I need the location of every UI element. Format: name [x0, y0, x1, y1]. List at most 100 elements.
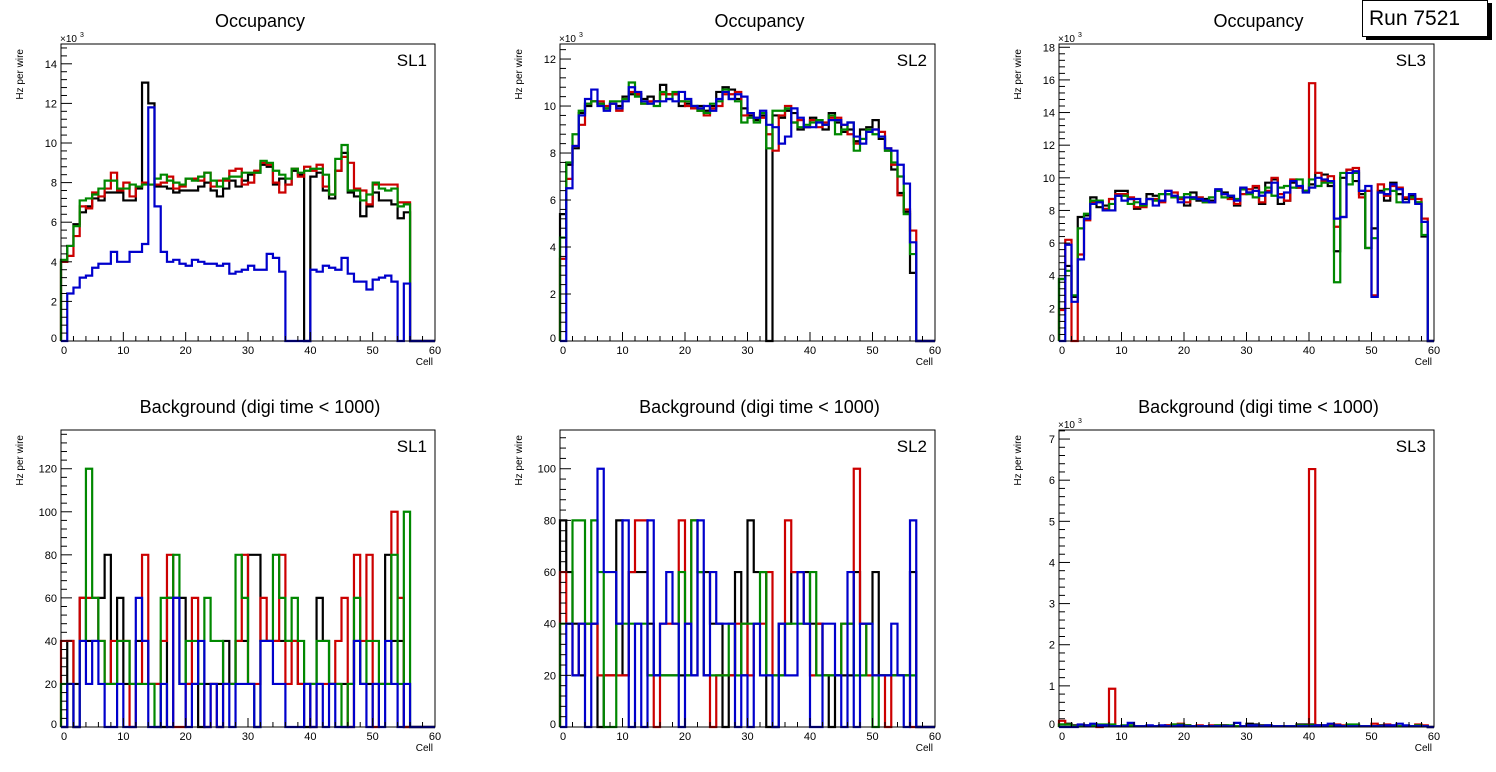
y-axis-title: Hz per wire: [1013, 435, 1024, 486]
y-axis-title: Hz per wire: [514, 435, 525, 486]
x-tick-label: 10: [1115, 731, 1127, 743]
x-tick-label: 40: [804, 345, 816, 357]
x-tick-label: 40: [1303, 731, 1315, 743]
y-tick-label: 0: [550, 333, 556, 345]
panel-title: Occupancy: [1213, 11, 1303, 31]
y-tick-label: 7: [1049, 434, 1055, 446]
plot-frame: [1058, 429, 1435, 728]
x-tick-label: 60: [429, 731, 441, 743]
x-tick-label: 0: [560, 345, 566, 357]
y-tick-label: 8: [1049, 205, 1055, 217]
x-tick-label: 50: [866, 731, 878, 743]
x-tick-label: 50: [1365, 345, 1377, 357]
run-label: Run 7521: [1369, 7, 1461, 30]
y-tick-label: 4: [1049, 271, 1055, 283]
y-tick-label: 10: [45, 138, 57, 150]
y-axis-title: Hz per wire: [15, 435, 26, 486]
x-tick-label: 20: [1178, 345, 1190, 357]
y-tick-label: 14: [45, 59, 57, 71]
y-tick-label: 16: [1043, 75, 1055, 87]
run-label-box: Run 7521: [1362, 0, 1488, 37]
y-tick-label: 40: [544, 619, 556, 631]
y-tick-label: 0: [1049, 719, 1055, 731]
x-tick-label: 40: [304, 731, 316, 743]
y-tick-label: 10: [1043, 173, 1055, 185]
y-tick-label: 12: [45, 98, 57, 110]
y-tick-label: 120: [39, 464, 57, 476]
x-axis-title: Cell: [416, 357, 433, 368]
x-tick-label: 30: [1240, 345, 1252, 357]
y-tick-label: 12: [544, 54, 556, 66]
x-axis-title: Cell: [1415, 357, 1432, 368]
y-multiplier-exponent: 3: [579, 32, 583, 39]
y-tick-label: 80: [45, 550, 57, 562]
panel-title: Background (digi time < 1000): [639, 397, 880, 417]
y-multiplier-label: ×10: [1058, 34, 1075, 45]
y-tick-label: 6: [1049, 238, 1055, 250]
x-tick-label: 10: [1115, 345, 1127, 357]
series-blue-line: [61, 106, 435, 343]
x-tick-label: 20: [679, 731, 691, 743]
y-axis-title: Hz per wire: [15, 49, 26, 100]
x-tick-label: 10: [117, 345, 129, 357]
histogram-panel-4: Background (digi time < 1000) 0 10 20 30 40 50…: [15, 397, 441, 754]
superlayer-tag: SL3: [1396, 51, 1426, 70]
y-tick-label: 100: [39, 507, 57, 519]
y-tick-label: 6: [51, 217, 57, 229]
y-tick-label: 20: [544, 670, 556, 682]
x-tick-label: 30: [1240, 731, 1252, 743]
x-tick-label: 60: [929, 345, 941, 357]
y-tick-label: 4: [1049, 557, 1055, 569]
x-tick-label: 20: [180, 731, 192, 743]
x-tick-label: 50: [866, 345, 878, 357]
y-tick-label: 100: [538, 464, 556, 476]
x-tick-label: 20: [1178, 731, 1190, 743]
panel-title: Background (digi time < 1000): [1138, 397, 1379, 417]
series-black-line: [59, 81, 435, 343]
y-tick-label: 20: [45, 679, 57, 691]
panel-title: Occupancy: [714, 11, 804, 31]
y-tick-label: 8: [51, 178, 57, 190]
x-tick-label: 10: [117, 731, 129, 743]
y-multiplier-label: ×10: [1058, 420, 1075, 431]
x-tick-label: 60: [929, 731, 941, 743]
x-tick-label: 60: [1428, 345, 1440, 357]
x-tick-label: 20: [679, 345, 691, 357]
y-axis-title: Hz per wire: [1013, 49, 1024, 100]
y-tick-label: 4: [550, 242, 556, 254]
x-axis-title: Cell: [916, 357, 933, 368]
x-tick-label: 20: [180, 345, 192, 357]
superlayer-tag: SL3: [1396, 437, 1426, 456]
x-tick-label: 40: [804, 731, 816, 743]
superlayer-tag: SL2: [897, 51, 927, 70]
y-multiplier-exponent: 3: [80, 32, 84, 39]
x-tick-label: 10: [616, 345, 628, 357]
x-tick-label: 50: [1365, 731, 1377, 743]
x-tick-label: 30: [741, 731, 753, 743]
x-tick-label: 10: [616, 731, 628, 743]
y-tick-label: 5: [1049, 516, 1055, 528]
plot-frame: [559, 43, 936, 342]
series-blue-line: [1059, 170, 1434, 343]
y-tick-label: 60: [544, 567, 556, 579]
y-tick-label: 14: [1043, 108, 1055, 120]
series-green-line: [59, 143, 435, 343]
y-tick-label: 3: [1049, 599, 1055, 611]
histogram-panel-5: Background (digi time < 1000) 0 10 20 30 40 50…: [514, 397, 941, 754]
y-tick-label: 40: [45, 636, 57, 648]
panel-title: Background (digi time < 1000): [140, 397, 381, 417]
x-tick-label: 30: [741, 345, 753, 357]
x-tick-label: 0: [560, 731, 566, 743]
x-tick-label: 50: [367, 345, 379, 357]
y-tick-label: 2: [51, 296, 57, 308]
x-tick-label: 40: [1303, 345, 1315, 357]
y-tick-label: 12: [1043, 140, 1055, 152]
histogram-panel-6: Background (digi time < 1000) 0 10 20 30 40 50…: [1013, 397, 1440, 754]
superlayer-tag: SL1: [397, 51, 427, 70]
x-axis-title: Cell: [416, 743, 433, 754]
y-tick-label: 6: [550, 195, 556, 207]
y-tick-label: 6: [1049, 475, 1055, 487]
